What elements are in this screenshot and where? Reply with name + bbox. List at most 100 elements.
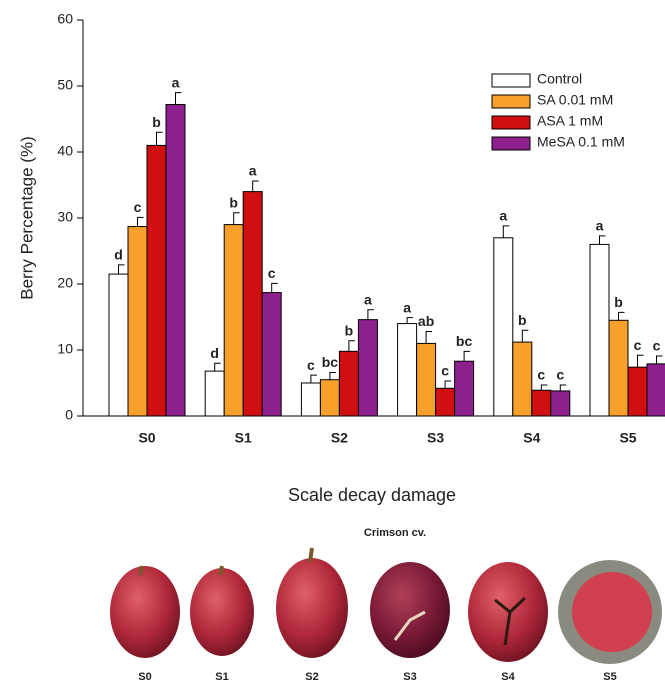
significance-letter: c bbox=[134, 199, 142, 215]
photo-label: S4 bbox=[501, 671, 515, 683]
bar bbox=[320, 380, 339, 416]
significance-letter: c bbox=[537, 367, 545, 383]
photo-label: S5 bbox=[603, 671, 616, 683]
grape bbox=[190, 568, 254, 656]
significance-letter: a bbox=[596, 218, 604, 234]
significance-letter: bc bbox=[456, 333, 473, 349]
error-bar bbox=[445, 381, 451, 388]
x-tick-label: S4 bbox=[523, 430, 540, 446]
stem bbox=[140, 566, 142, 575]
y-tick-label: 30 bbox=[57, 209, 73, 225]
error-bar bbox=[541, 385, 547, 390]
photo-title: Crimson cv. bbox=[364, 527, 426, 539]
significance-letter: b bbox=[614, 294, 623, 310]
legend-label: MeSA 0.1 mM bbox=[537, 134, 625, 150]
bar bbox=[532, 390, 551, 416]
bar bbox=[262, 293, 281, 416]
bar bbox=[647, 364, 665, 416]
error-bar bbox=[522, 330, 528, 342]
x-tick-label: S3 bbox=[427, 430, 444, 446]
grape-flesh bbox=[572, 572, 652, 652]
bar bbox=[205, 371, 224, 416]
error-bar bbox=[349, 341, 355, 352]
significance-letter: a bbox=[364, 291, 372, 307]
bar bbox=[590, 244, 609, 416]
bar bbox=[147, 145, 166, 416]
significance-letter: c bbox=[556, 367, 564, 383]
grape bbox=[370, 562, 450, 658]
error-bar bbox=[272, 283, 278, 292]
y-tick-label: 60 bbox=[57, 11, 73, 27]
significance-letter: d bbox=[210, 345, 219, 361]
bar bbox=[358, 320, 377, 416]
bar bbox=[551, 391, 570, 416]
grape bbox=[110, 566, 180, 658]
error-bar bbox=[638, 355, 644, 367]
error-bar bbox=[464, 351, 470, 361]
error-bar bbox=[138, 217, 144, 226]
error-bar bbox=[619, 312, 625, 320]
significance-letter: b bbox=[152, 114, 161, 130]
y-tick-label: 40 bbox=[57, 143, 73, 159]
legend-swatch bbox=[492, 74, 530, 87]
significance-letter: c bbox=[653, 338, 661, 354]
y-tick-label: 0 bbox=[65, 407, 73, 423]
legend-swatch bbox=[492, 95, 530, 108]
stem bbox=[310, 548, 312, 562]
error-bar bbox=[600, 236, 606, 245]
bar bbox=[339, 351, 358, 416]
significance-letter: b bbox=[518, 312, 527, 328]
legend-swatch bbox=[492, 137, 530, 150]
bar bbox=[628, 367, 647, 416]
x-axis-title: Scale decay damage bbox=[288, 485, 456, 505]
error-bar bbox=[560, 385, 566, 391]
grape bbox=[276, 558, 348, 658]
bar bbox=[513, 342, 532, 416]
error-bar bbox=[234, 213, 240, 225]
x-tick-label: S5 bbox=[619, 430, 636, 446]
bar bbox=[166, 104, 185, 416]
significance-letter: bc bbox=[322, 354, 339, 370]
page: {"chart_data": {"type": "bar", "x_label"… bbox=[0, 0, 665, 685]
bar bbox=[609, 320, 628, 416]
legend-label: SA 0.01 mM bbox=[537, 92, 613, 108]
bar bbox=[301, 383, 320, 416]
error-bar bbox=[368, 310, 374, 320]
bar bbox=[494, 238, 513, 416]
grape-photos bbox=[110, 548, 662, 664]
error-bar bbox=[311, 375, 317, 383]
error-bar bbox=[503, 226, 509, 238]
bar bbox=[109, 274, 128, 416]
error-bar bbox=[176, 93, 182, 105]
significance-letter: c bbox=[634, 337, 642, 353]
legend-swatch bbox=[492, 116, 530, 129]
chart: Berry Percentage (%) Scale decay damage … bbox=[0, 0, 665, 685]
significance-letter: a bbox=[249, 163, 257, 179]
bar bbox=[128, 227, 147, 416]
y-tick-label: 50 bbox=[57, 77, 73, 93]
bar bbox=[398, 324, 417, 416]
significance-letter: a bbox=[172, 74, 180, 90]
significance-letter: c bbox=[307, 357, 315, 373]
x-tick-label: S0 bbox=[138, 430, 155, 446]
significance-letter: a bbox=[403, 299, 411, 315]
significance-letter: b bbox=[345, 322, 354, 338]
photo-label: S0 bbox=[138, 671, 151, 683]
bar bbox=[436, 388, 455, 416]
error-bar bbox=[426, 332, 432, 344]
bar bbox=[455, 361, 474, 416]
error-bar bbox=[215, 363, 221, 371]
legend-label: ASA 1 mM bbox=[537, 113, 603, 129]
y-tick-label: 10 bbox=[57, 341, 73, 357]
significance-letter: c bbox=[441, 363, 449, 379]
error-bar bbox=[157, 132, 163, 145]
significance-letter: b bbox=[229, 194, 238, 210]
photo-label: S3 bbox=[403, 671, 416, 683]
y-tick-label: 20 bbox=[57, 275, 73, 291]
legend-label: Control bbox=[537, 71, 582, 87]
bar bbox=[417, 343, 436, 416]
error-bar bbox=[330, 372, 336, 379]
bar bbox=[224, 225, 243, 416]
significance-letter: d bbox=[114, 247, 123, 263]
error-bar bbox=[407, 318, 413, 324]
